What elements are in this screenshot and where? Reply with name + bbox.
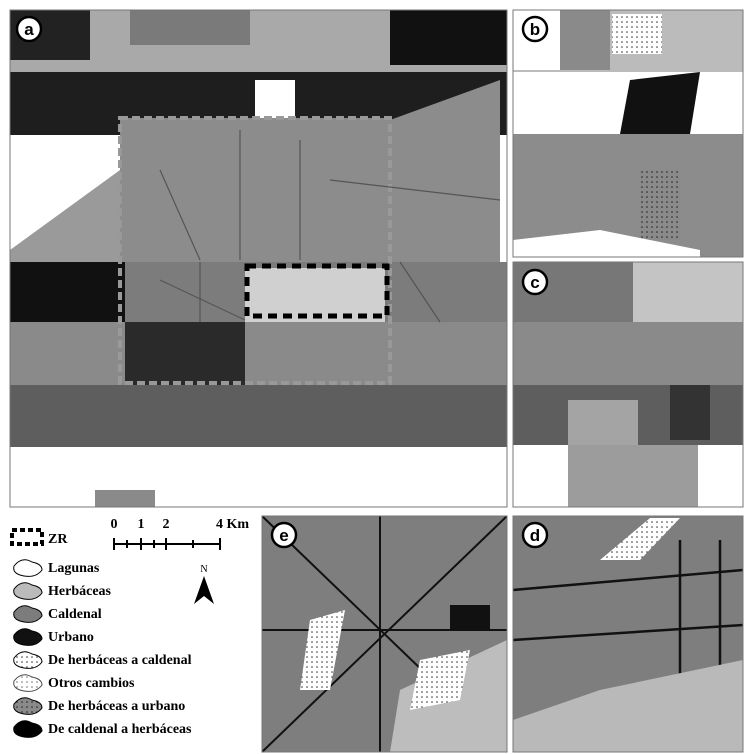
- panel-frame: [512, 9, 744, 258]
- panel-badge: [521, 268, 549, 296]
- legend-label: De herbáceas a caldenal: [48, 653, 192, 668]
- panel-frame: [512, 261, 744, 508]
- legend-swatch: [13, 720, 43, 738]
- legend-swatch: [13, 605, 43, 623]
- legend-label: Herbáceas: [48, 584, 112, 599]
- legend-label: Caldenal: [48, 607, 102, 622]
- scale-label: 0: [111, 517, 118, 532]
- legend-swatch: [13, 628, 43, 646]
- scale-bar: 0 1 2 4 Km: [111, 517, 249, 550]
- panel-label: b: [530, 20, 540, 39]
- legend-swatch: [13, 651, 43, 669]
- panel-frame: [9, 9, 508, 508]
- panel-e-map: [261, 515, 508, 753]
- legend-label: ZR: [48, 532, 68, 547]
- panel-label: a: [24, 20, 34, 39]
- panel-label: e: [279, 526, 288, 545]
- panel-badge: [15, 15, 43, 43]
- legend-swatch: [13, 582, 43, 600]
- scale-label: 2: [163, 517, 170, 532]
- panel-badge: [521, 15, 549, 43]
- panel-badge: [521, 521, 549, 549]
- panel-frame: [512, 515, 744, 753]
- north-arrow: N: [194, 564, 214, 604]
- legend-swatch: [13, 674, 43, 692]
- panel-label: c: [530, 273, 539, 292]
- legend-swatch: [10, 528, 44, 546]
- panel-a-map: [10, 10, 507, 507]
- panel-badge: [270, 521, 298, 549]
- panel-b-map: [513, 10, 743, 257]
- legend-swatch: [13, 559, 43, 577]
- legend-label: De caldenal a herbáceas: [48, 722, 192, 737]
- legend-label: Urbano: [48, 630, 94, 645]
- scale-label: 1: [138, 517, 145, 532]
- scale-label: 4 Km: [216, 517, 249, 532]
- legend-label: De herbáceas a urbano: [48, 699, 185, 714]
- panel-d-map: [512, 516, 744, 752]
- legend-swatch: [13, 697, 43, 715]
- panel-label: d: [530, 526, 540, 545]
- legend-label: Lagunas: [48, 561, 100, 576]
- panel-frame: [261, 515, 508, 753]
- panel-c-map: [513, 262, 743, 507]
- legend-label: Otros cambios: [48, 676, 135, 691]
- legend: ZR Lagunas Herbáceas Caldenal Urbano De …: [10, 528, 192, 738]
- north-label: N: [200, 564, 207, 575]
- panel-labels: a b c d e: [15, 15, 549, 549]
